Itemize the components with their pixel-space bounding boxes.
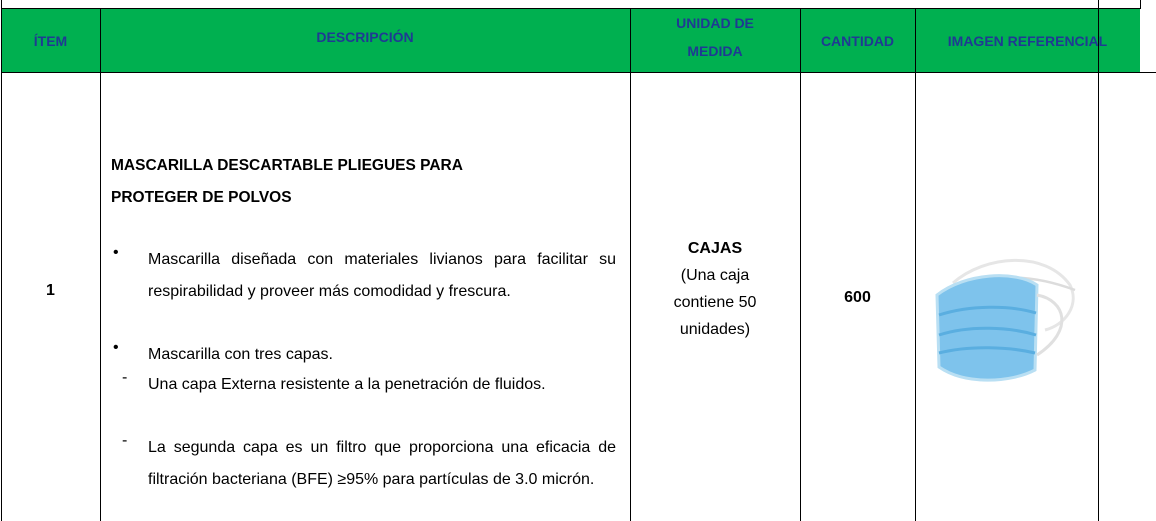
unit-note: (Una caja contiene 50 unidades) xyxy=(673,267,757,338)
bullet: • xyxy=(113,339,119,356)
bullet-text: Mascarilla diseñada con materiales livia… xyxy=(148,251,616,300)
mask-image xyxy=(935,258,1076,382)
sub-bullet-text: La segunda capa es un filtro que proporc… xyxy=(148,439,616,488)
bullet-text: Mascarilla con tres capas. xyxy=(148,346,333,363)
border xyxy=(630,9,631,521)
border xyxy=(800,9,801,521)
sub-bullet-text: Una capa Externa resistente a la penetra… xyxy=(148,376,546,393)
border xyxy=(1,8,1141,9)
header-cell: IMAGEN REFERENCIAL xyxy=(947,32,1108,49)
border xyxy=(1,0,2,521)
item-number: 1 xyxy=(46,282,55,299)
border xyxy=(1098,0,1099,521)
header-band xyxy=(1,9,1140,72)
border xyxy=(100,9,101,521)
border xyxy=(915,9,916,521)
dash: - xyxy=(122,369,128,386)
header-cell: ÍTEM xyxy=(33,32,68,49)
border xyxy=(1140,0,1141,9)
description-title: MASCARILLA DESCARTABLE PLIEGUES PARA PRO… xyxy=(111,157,463,206)
dash: - xyxy=(122,432,128,449)
border xyxy=(1,72,1156,73)
header-cell: DESCRIPCIÓN xyxy=(316,29,414,45)
header-cell: CANTIDAD xyxy=(820,32,895,49)
header-cell: UNIDAD DE MEDIDA xyxy=(676,15,754,59)
bullet: • xyxy=(113,244,119,261)
unit: CAJAS xyxy=(687,240,743,257)
quantity: 600 xyxy=(844,289,871,306)
